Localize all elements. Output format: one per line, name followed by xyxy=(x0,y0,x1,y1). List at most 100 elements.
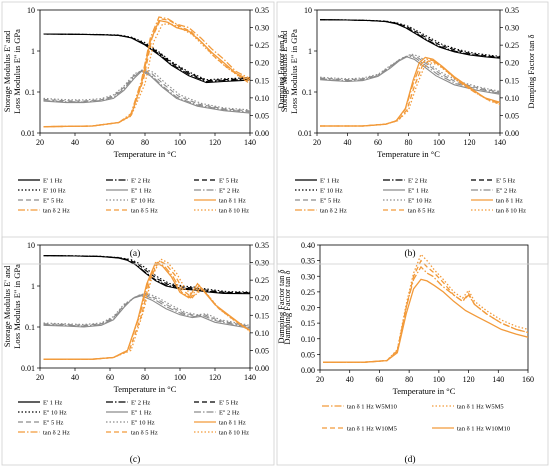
y-right-tick-label: 0.05 xyxy=(255,346,269,355)
x-tick-label: 80 xyxy=(405,138,413,147)
y-tick-label: 0.1 xyxy=(25,323,35,332)
y-right-tick-label: 0.00 xyxy=(255,129,269,138)
series-line-6 xyxy=(43,294,250,328)
legend-label: E' 10 Hz xyxy=(43,188,66,195)
legend-label: E' 5 Hz xyxy=(496,178,515,185)
y-tick-label: 0.25 xyxy=(301,288,315,297)
legend-label: E' 1 Hz xyxy=(320,178,339,185)
series-group xyxy=(320,19,500,127)
y-right-tick-label: 0.10 xyxy=(505,94,519,103)
legend-label: tan δ 1 Hz W10M10 xyxy=(457,426,510,433)
legend-label: E'' 1 Hz xyxy=(131,410,152,417)
y-right-tick-label: 0.25 xyxy=(505,41,519,50)
series-group xyxy=(43,255,250,360)
series-line-2 xyxy=(320,19,500,59)
y-right-tick-label: 0.05 xyxy=(255,111,269,120)
legend-label: E'' 10 Hz xyxy=(408,198,432,205)
x-tick-label: 60 xyxy=(375,375,383,384)
y-right-axis-label: Damping Factor tan δ xyxy=(276,269,286,343)
x-tick-label: 140 xyxy=(494,138,506,147)
series-line-3 xyxy=(320,19,500,58)
legend-label: E'' 2 Hz xyxy=(219,188,240,195)
legend: E' 1 Hz E' 2 Hz E' 5 Hz E' 10 Hz E'' 1 Hz E''… xyxy=(18,178,249,215)
y-right-tick-label: 0.25 xyxy=(255,41,269,50)
legend-label: tan δ 5 Hz xyxy=(131,208,158,215)
y-right-tick-label: 0.10 xyxy=(255,94,269,103)
panel-c: 20 40 60 80 100 120 140 Temperature in °C 0.01 0.… xyxy=(2,241,286,465)
series-line-5 xyxy=(320,56,500,95)
x-tick-label: 120 xyxy=(463,375,475,384)
x-tick-label: 120 xyxy=(464,138,476,147)
x-tick-label: 60 xyxy=(374,138,382,147)
y-tick-label: 0.40 xyxy=(301,241,315,250)
legend-label: tan δ 1 Hz W10M5 xyxy=(347,426,397,433)
y-axis-label: Storage Modulus E' and xyxy=(279,30,289,112)
legend-label: E'' 10 Hz xyxy=(131,198,155,205)
series-line-8 xyxy=(43,68,250,111)
y-right-axis-label: Damping Factor tan δ xyxy=(276,34,286,108)
legend-label: tan δ 1 Hz xyxy=(219,420,246,427)
x-tick-label: 60 xyxy=(106,138,114,147)
legend: E' 1 Hz E' 2 Hz E' 5 Hz E' 10 Hz E'' 1 Hz E''… xyxy=(295,178,526,215)
series-line-4 xyxy=(323,278,528,363)
x-tick-label: 120 xyxy=(209,138,221,147)
panel-label: (b) xyxy=(404,248,415,259)
x-tick-label: 120 xyxy=(209,373,221,382)
series-line-3 xyxy=(323,259,528,363)
panel-label: (d) xyxy=(404,454,415,465)
y-axis-label: Loss Modulus E" in GPa xyxy=(12,264,22,349)
legend-label: tan δ 10 Hz xyxy=(496,208,526,215)
x-tick-label: 100 xyxy=(433,375,445,384)
series-line-8 xyxy=(43,292,250,326)
legend-label: tan δ 5 Hz xyxy=(408,208,435,215)
series-line-12 xyxy=(320,61,500,127)
legend-label: E'' 1 Hz xyxy=(408,188,429,195)
y-right-tick-label: 0.35 xyxy=(255,6,269,15)
y-tick-label: 0.30 xyxy=(301,272,315,281)
x-tick-label: 100 xyxy=(174,138,186,147)
legend-label: E'' 5 Hz xyxy=(320,198,341,205)
series-line-4 xyxy=(43,255,250,293)
series-line-11 xyxy=(320,60,500,127)
y-tick-label: 0.01 xyxy=(298,129,312,138)
x-tick-label: 20 xyxy=(313,138,321,147)
y-axis-label: Damping Factor tan δ xyxy=(282,270,292,344)
y-axis-label: Loss Modulus E" in GPa xyxy=(289,29,299,114)
panel-border xyxy=(276,236,549,466)
x-axis-label: Temperature in °C xyxy=(377,149,440,159)
y-right-tick-label: 0.00 xyxy=(255,364,269,373)
legend-label: E' 1 Hz xyxy=(43,178,62,185)
y-tick-label: 10 xyxy=(27,241,35,250)
legend-label: tan δ 2 Hz xyxy=(43,430,70,437)
y-right-tick-label: 0.15 xyxy=(255,76,269,85)
x-tick-label: 80 xyxy=(405,375,413,384)
y-right-tick-label: 0.35 xyxy=(255,241,269,250)
panel-d: 20 40 60 80 100 120 140 160 Temperature in °C 0.0… xyxy=(282,241,534,465)
y-tick-label: 0.05 xyxy=(301,350,315,359)
x-axis-label: Temperature in °C xyxy=(393,386,456,396)
series-line-1 xyxy=(323,265,528,363)
legend-label: tan δ 1 Hz xyxy=(496,198,523,205)
panel-label: (a) xyxy=(130,248,141,259)
legend-label: E' 5 Hz xyxy=(219,178,238,185)
legend-label: E'' 1 Hz xyxy=(131,188,152,195)
series-group xyxy=(323,253,528,363)
y-tick-label: 0.10 xyxy=(301,335,315,344)
y-right-tick-label: 0.00 xyxy=(505,129,519,138)
y-right-tick-label: 0.05 xyxy=(505,111,519,120)
y-right-tick-label: 0.20 xyxy=(255,59,269,68)
plot-frame xyxy=(39,244,251,369)
legend: E' 1 Hz E' 2 Hz E' 5 Hz E'' 10 Hz E'' 1 Hz E'… xyxy=(18,400,249,437)
legend-label: tan δ 1 Hz W5M10 xyxy=(347,404,397,411)
series-line-4 xyxy=(43,33,250,81)
y-tick-label: 0.00 xyxy=(301,366,315,375)
series-line-1 xyxy=(320,19,500,59)
series-line-5 xyxy=(43,70,250,114)
y-right-tick-label: 0.15 xyxy=(255,311,269,320)
x-tick-label: 40 xyxy=(346,375,354,384)
y-tick-label: 0.01 xyxy=(21,364,35,373)
x-tick-label: 100 xyxy=(174,373,186,382)
legend-label: tan δ 2 Hz xyxy=(43,208,70,215)
legend-label: E'' 2 Hz xyxy=(496,188,517,195)
